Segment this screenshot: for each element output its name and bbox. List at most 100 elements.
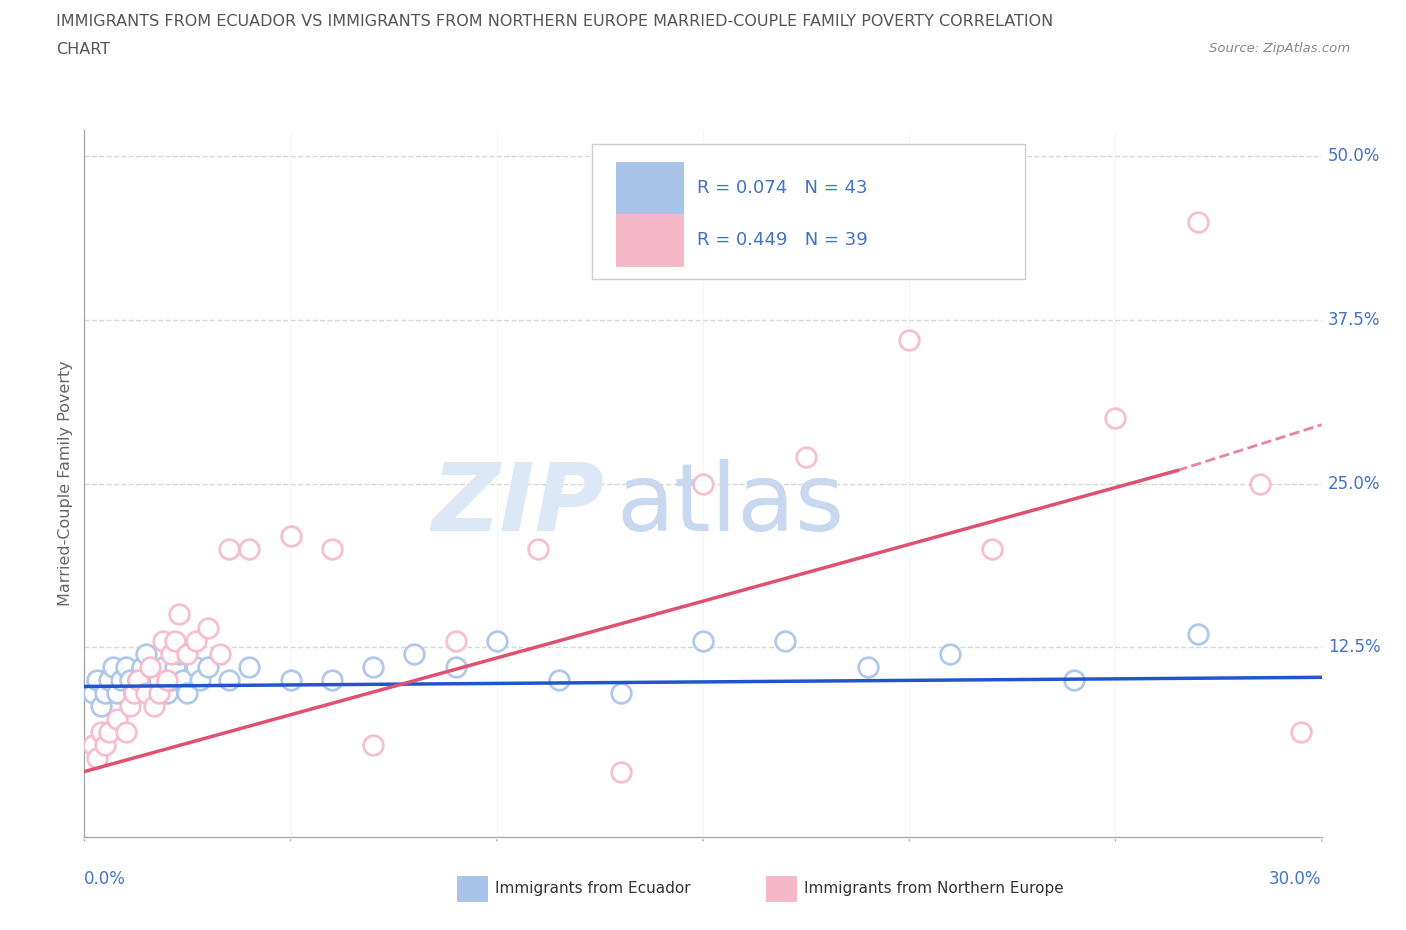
- Point: [176, 646, 198, 661]
- Point: [238, 659, 260, 674]
- Point: [90, 724, 112, 739]
- Text: 50.0%: 50.0%: [1327, 147, 1381, 166]
- Point: [152, 659, 174, 674]
- Point: [238, 541, 260, 556]
- Y-axis label: Married-Couple Family Poverty: Married-Couple Family Poverty: [58, 361, 73, 606]
- Text: 30.0%: 30.0%: [1270, 870, 1322, 888]
- Point: [105, 685, 128, 700]
- Point: [127, 672, 149, 687]
- Point: [527, 541, 550, 556]
- Point: [1104, 411, 1126, 426]
- Point: [114, 724, 136, 739]
- Point: [184, 633, 207, 648]
- Point: [1289, 724, 1312, 739]
- Point: [1187, 627, 1209, 642]
- Point: [131, 659, 153, 674]
- Point: [98, 724, 121, 739]
- Point: [404, 646, 426, 661]
- Point: [86, 672, 108, 687]
- Point: [444, 633, 467, 648]
- Point: [609, 764, 631, 779]
- Point: [218, 672, 240, 687]
- Text: 0.0%: 0.0%: [84, 870, 127, 888]
- Point: [184, 659, 207, 674]
- FancyBboxPatch shape: [616, 162, 685, 215]
- Point: [152, 633, 174, 648]
- Point: [898, 332, 921, 347]
- Point: [127, 672, 149, 687]
- Point: [143, 698, 166, 713]
- Point: [794, 450, 817, 465]
- Text: R = 0.449   N = 39: R = 0.449 N = 39: [697, 231, 868, 248]
- Point: [165, 633, 187, 648]
- Point: [160, 646, 183, 661]
- Point: [444, 659, 467, 674]
- Point: [148, 672, 170, 687]
- Point: [692, 633, 714, 648]
- Point: [90, 698, 112, 713]
- Point: [86, 751, 108, 766]
- Point: [122, 685, 145, 700]
- Point: [209, 646, 232, 661]
- Point: [135, 685, 157, 700]
- Point: [103, 659, 125, 674]
- Text: ZIP: ZIP: [432, 458, 605, 551]
- Point: [156, 685, 179, 700]
- Point: [114, 659, 136, 674]
- Point: [361, 737, 384, 752]
- Text: 37.5%: 37.5%: [1327, 311, 1381, 329]
- Point: [167, 607, 190, 622]
- Text: IMMIGRANTS FROM ECUADOR VS IMMIGRANTS FROM NORTHERN EUROPE MARRIED-COUPLE FAMILY: IMMIGRANTS FROM ECUADOR VS IMMIGRANTS FR…: [56, 14, 1053, 29]
- Point: [165, 659, 187, 674]
- Point: [156, 672, 179, 687]
- FancyBboxPatch shape: [616, 214, 685, 267]
- Point: [82, 737, 104, 752]
- Text: Immigrants from Northern Europe: Immigrants from Northern Europe: [804, 881, 1064, 896]
- Point: [139, 672, 162, 687]
- Point: [321, 541, 343, 556]
- Point: [139, 659, 162, 674]
- Text: CHART: CHART: [56, 42, 110, 57]
- Point: [197, 659, 219, 674]
- Point: [361, 659, 384, 674]
- Text: 25.0%: 25.0%: [1327, 474, 1381, 493]
- Point: [1187, 215, 1209, 230]
- Point: [118, 698, 141, 713]
- Text: 12.5%: 12.5%: [1327, 638, 1381, 657]
- Point: [280, 672, 302, 687]
- Point: [160, 672, 183, 687]
- Point: [167, 646, 190, 661]
- Point: [118, 672, 141, 687]
- Text: R = 0.074   N = 43: R = 0.074 N = 43: [697, 179, 868, 197]
- Point: [1249, 476, 1271, 491]
- Point: [692, 476, 714, 491]
- Point: [939, 646, 962, 661]
- Point: [172, 672, 194, 687]
- Point: [1063, 672, 1085, 687]
- Point: [775, 633, 797, 648]
- Point: [82, 685, 104, 700]
- Text: atlas: atlas: [616, 458, 845, 551]
- Point: [148, 685, 170, 700]
- Point: [122, 685, 145, 700]
- FancyBboxPatch shape: [592, 144, 1025, 279]
- Point: [218, 541, 240, 556]
- Point: [188, 672, 211, 687]
- Point: [321, 672, 343, 687]
- Text: Immigrants from Ecuador: Immigrants from Ecuador: [495, 881, 690, 896]
- Point: [176, 685, 198, 700]
- Point: [980, 541, 1002, 556]
- Point: [485, 633, 508, 648]
- Point: [143, 685, 166, 700]
- Point: [94, 685, 117, 700]
- Point: [105, 711, 128, 726]
- Point: [280, 528, 302, 543]
- Point: [98, 672, 121, 687]
- Point: [197, 620, 219, 635]
- Point: [135, 646, 157, 661]
- Point: [547, 672, 569, 687]
- Point: [94, 737, 117, 752]
- Point: [609, 685, 631, 700]
- Point: [856, 659, 879, 674]
- Point: [110, 672, 132, 687]
